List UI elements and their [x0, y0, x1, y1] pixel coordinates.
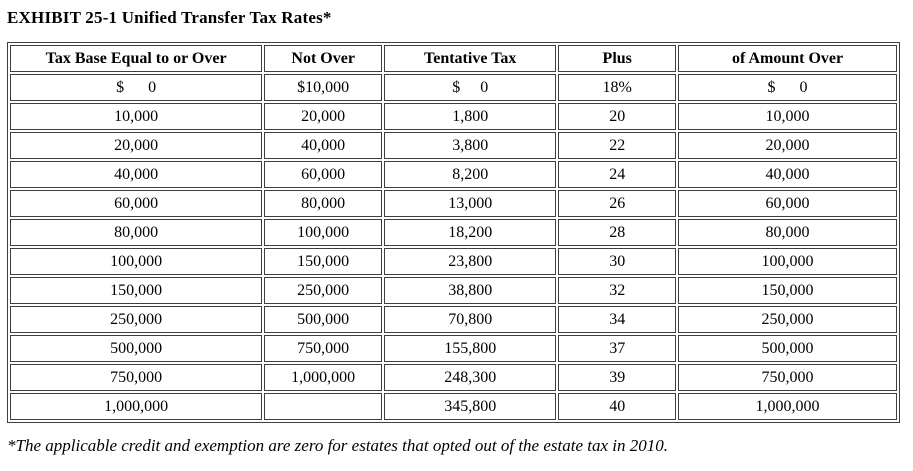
table-row: 750,000 1,000,000 248,300 39 750,000 — [10, 364, 897, 391]
cell-tax-base: 500,000 — [10, 335, 263, 362]
cell-not-over: 250,000 — [264, 277, 383, 304]
header-row: Tax Base Equal to or Over Not Over Tenta… — [10, 45, 897, 72]
cell-not-over: 1,000,000 — [264, 364, 383, 391]
cell-not-over: $10,000 — [264, 74, 383, 101]
table-row: 150,000 250,000 38,800 32 150,000 — [10, 277, 897, 304]
cell-tentative-tax: $ 0 — [384, 74, 557, 101]
cell-of-amount-over: 60,000 — [678, 190, 897, 217]
table-row: 10,000 20,000 1,800 20 10,000 — [10, 103, 897, 130]
column-header-plus: Plus — [558, 45, 677, 72]
cell-not-over: 100,000 — [264, 219, 383, 246]
cell-plus: 22 — [558, 132, 677, 159]
cell-tentative-tax: 70,800 — [384, 306, 557, 333]
cell-plus: 28 — [558, 219, 677, 246]
cell-tax-base: 100,000 — [10, 248, 263, 275]
table-row: 250,000 500,000 70,800 34 250,000 — [10, 306, 897, 333]
cell-tax-base: 150,000 — [10, 277, 263, 304]
cell-plus: 32 — [558, 277, 677, 304]
cell-not-over: 60,000 — [264, 161, 383, 188]
cell-tax-base: 1,000,000 — [10, 393, 263, 420]
cell-tentative-tax: 23,800 — [384, 248, 557, 275]
cell-tentative-tax: 8,200 — [384, 161, 557, 188]
cell-of-amount-over: 750,000 — [678, 364, 897, 391]
table-row: 500,000 750,000 155,800 37 500,000 — [10, 335, 897, 362]
table-row: 40,000 60,000 8,200 24 40,000 — [10, 161, 897, 188]
cell-plus: 26 — [558, 190, 677, 217]
cell-plus: 40 — [558, 393, 677, 420]
cell-of-amount-over: $ 0 — [678, 74, 897, 101]
cell-plus: 37 — [558, 335, 677, 362]
table-row: 20,000 40,000 3,800 22 20,000 — [10, 132, 897, 159]
table-row: 80,000 100,000 18,200 28 80,000 — [10, 219, 897, 246]
cell-tentative-tax: 155,800 — [384, 335, 557, 362]
cell-of-amount-over: 100,000 — [678, 248, 897, 275]
unified-transfer-tax-rates-table: Tax Base Equal to or Over Not Over Tenta… — [7, 42, 900, 423]
cell-plus: 39 — [558, 364, 677, 391]
cell-tax-base: 250,000 — [10, 306, 263, 333]
cell-tentative-tax: 38,800 — [384, 277, 557, 304]
exhibit-title: EXHIBIT 25-1 Unified Transfer Tax Rates* — [7, 8, 332, 27]
table-row: $ 0 $10,000 $ 0 18% $ 0 — [10, 74, 897, 101]
cell-not-over: 750,000 — [264, 335, 383, 362]
column-header-tentative-tax: Tentative Tax — [384, 45, 557, 72]
cell-plus: 30 — [558, 248, 677, 275]
cell-tax-base: 10,000 — [10, 103, 263, 130]
cell-plus: 34 — [558, 306, 677, 333]
cell-not-over: 80,000 — [264, 190, 383, 217]
cell-not-over: 40,000 — [264, 132, 383, 159]
cell-tax-base: 80,000 — [10, 219, 263, 246]
table-row: 1,000,000 345,800 40 1,000,000 — [10, 393, 897, 420]
footnote: *The applicable credit and exemption are… — [7, 436, 668, 455]
cell-plus: 18% — [558, 74, 677, 101]
cell-not-over: 20,000 — [264, 103, 383, 130]
cell-tentative-tax: 345,800 — [384, 393, 557, 420]
cell-not-over — [264, 393, 383, 420]
cell-tentative-tax: 248,300 — [384, 364, 557, 391]
cell-not-over: 500,000 — [264, 306, 383, 333]
table-row: 100,000 150,000 23,800 30 100,000 — [10, 248, 897, 275]
table-row: 60,000 80,000 13,000 26 60,000 — [10, 190, 897, 217]
cell-tentative-tax: 18,200 — [384, 219, 557, 246]
cell-plus: 24 — [558, 161, 677, 188]
column-header-tax-base-equal-to-or-over: Tax Base Equal to or Over — [10, 45, 263, 72]
cell-not-over: 150,000 — [264, 248, 383, 275]
cell-of-amount-over: 250,000 — [678, 306, 897, 333]
cell-tentative-tax: 1,800 — [384, 103, 557, 130]
cell-of-amount-over: 1,000,000 — [678, 393, 897, 420]
cell-of-amount-over: 80,000 — [678, 219, 897, 246]
cell-tax-base: 20,000 — [10, 132, 263, 159]
cell-of-amount-over: 20,000 — [678, 132, 897, 159]
cell-tax-base: 60,000 — [10, 190, 263, 217]
column-header-of-amount-over: of Amount Over — [678, 45, 897, 72]
cell-tax-base: $ 0 — [10, 74, 263, 101]
column-header-not-over: Not Over — [264, 45, 383, 72]
cell-tentative-tax: 3,800 — [384, 132, 557, 159]
cell-of-amount-over: 10,000 — [678, 103, 897, 130]
cell-tax-base: 750,000 — [10, 364, 263, 391]
cell-tentative-tax: 13,000 — [384, 190, 557, 217]
cell-tax-base: 40,000 — [10, 161, 263, 188]
cell-plus: 20 — [558, 103, 677, 130]
cell-of-amount-over: 500,000 — [678, 335, 897, 362]
cell-of-amount-over: 40,000 — [678, 161, 897, 188]
cell-of-amount-over: 150,000 — [678, 277, 897, 304]
